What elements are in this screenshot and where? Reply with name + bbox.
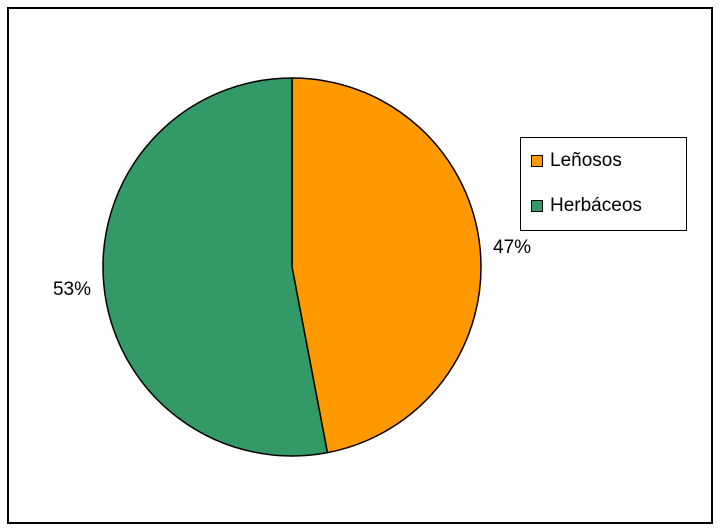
legend-label-lenosos: Leñosos — [550, 150, 622, 171]
legend-item-lenosos: Leñosos — [531, 148, 622, 174]
legend-swatch-herbaceos — [531, 200, 543, 212]
legend-label-herbaceos: Herbáceos — [550, 195, 642, 216]
pie-slice-lenosos — [291, 77, 482, 454]
data-label-lenosos: 47% — [493, 237, 531, 258]
pie-slice-herbaceos — [102, 77, 329, 457]
legend-swatch-lenosos — [531, 155, 543, 167]
legend-item-herbaceos: Herbáceos — [531, 193, 642, 219]
data-label-herbaceos: 53% — [53, 279, 91, 300]
legend: Leñosos Herbáceos — [520, 137, 687, 231]
